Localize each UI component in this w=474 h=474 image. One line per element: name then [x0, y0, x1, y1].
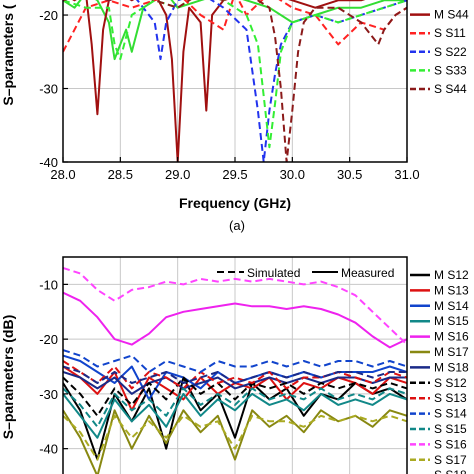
legend-label-s-s33: S S33 — [434, 63, 467, 77]
x-tick-label: 28.0 — [50, 167, 75, 182]
chart-a-caption: (a) — [229, 218, 245, 233]
style-legend-measured-label: Measured — [341, 266, 394, 280]
chart-a-grid — [63, 0, 407, 163]
series-line-m-s16 — [63, 291, 407, 349]
series-line-s-s11 — [63, 0, 407, 53]
legend-label-m-s14: M S14 — [434, 299, 469, 313]
chart-b-frame — [62, 256, 408, 474]
style-legend: Simulated Measured — [217, 266, 394, 280]
x-tick-label: 29.0 — [165, 167, 190, 182]
legend-label-s-s17: S S17 — [434, 453, 467, 467]
x-tick-label: 30.5 — [337, 167, 362, 182]
series-line-s-s14 — [63, 349, 407, 373]
series-line-s-s44 — [63, 0, 407, 162]
chart-a-legend: M S33 M S44 S S11 S S22 S S33 S S44 — [410, 0, 469, 96]
legend-label-m-s33: M S33 — [434, 0, 469, 3]
legend-label-s-s15: S S15 — [434, 422, 467, 436]
y-tick-label: -40 — [39, 155, 58, 170]
y-tick-label: -30 — [39, 82, 58, 97]
legend-label-s-s18: S S18 — [434, 468, 467, 474]
x-tick-label: 29.5 — [222, 167, 247, 182]
legend-label-s-s16: S S16 — [434, 437, 467, 451]
legend-label-s-s11: S S11 — [434, 26, 466, 40]
series-group — [63, 0, 407, 162]
legend-label-m-s12: M S12 — [434, 268, 469, 282]
chart-b-ticks: -10 -20 -30 -40 — [39, 277, 68, 457]
x-tick-label: 30.0 — [280, 167, 305, 182]
series-line-m-s12 — [63, 376, 407, 461]
series-line-s-s17 — [63, 414, 407, 461]
y-tick-label: -40 — [39, 442, 58, 457]
series-line-m-s15 — [63, 392, 407, 439]
legend-label-m-s16: M S16 — [434, 330, 469, 344]
style-legend-simulated-label: Simulated — [247, 266, 300, 280]
legend-label-m-s44: M S44 — [434, 8, 469, 22]
legend-label-s-s12: S S12 — [434, 376, 467, 390]
series-line-s-s12 — [63, 376, 407, 417]
chart-a-lines — [63, 0, 407, 162]
x-tick-label: 31.0 — [394, 167, 419, 182]
series-line-m-s18 — [63, 371, 407, 395]
y-tick-label: -30 — [39, 387, 58, 402]
y-tick-label: -20 — [39, 332, 58, 347]
series-line-s-s13 — [63, 360, 407, 390]
legend-label-m-s13: M S13 — [434, 283, 469, 297]
chart-a-ylabel: S–parameters ( — [0, 4, 16, 106]
chart-a-xlabel: Frequency (GHz) — [179, 195, 291, 211]
series-line-s-s33 — [63, 0, 407, 149]
series-line-s-s18 — [63, 365, 407, 384]
legend-label-s-s44: S S44 — [434, 82, 467, 96]
series-group — [63, 267, 407, 474]
legend-label-s-s13: S S13 — [434, 391, 467, 405]
legend-label-m-s18: M S18 — [434, 360, 469, 374]
series-line-m-s44 — [72, 0, 407, 162]
chart-b-ylabel: S–parameters (dB) — [0, 315, 16, 440]
series-line-s-s15 — [63, 387, 407, 428]
y-tick-label: -20 — [39, 8, 58, 23]
x-tick-label: 28.5 — [108, 167, 133, 182]
legend-label-m-s15: M S15 — [434, 314, 469, 328]
legend-label-m-s17: M S17 — [434, 345, 469, 359]
series-line-s-s16 — [63, 267, 407, 346]
legend-label-s-s22: S S22 — [434, 45, 467, 59]
chart-b-lines — [63, 267, 407, 474]
y-tick-label: -10 — [39, 277, 58, 292]
legend-label-s-s14: S S14 — [434, 407, 467, 421]
